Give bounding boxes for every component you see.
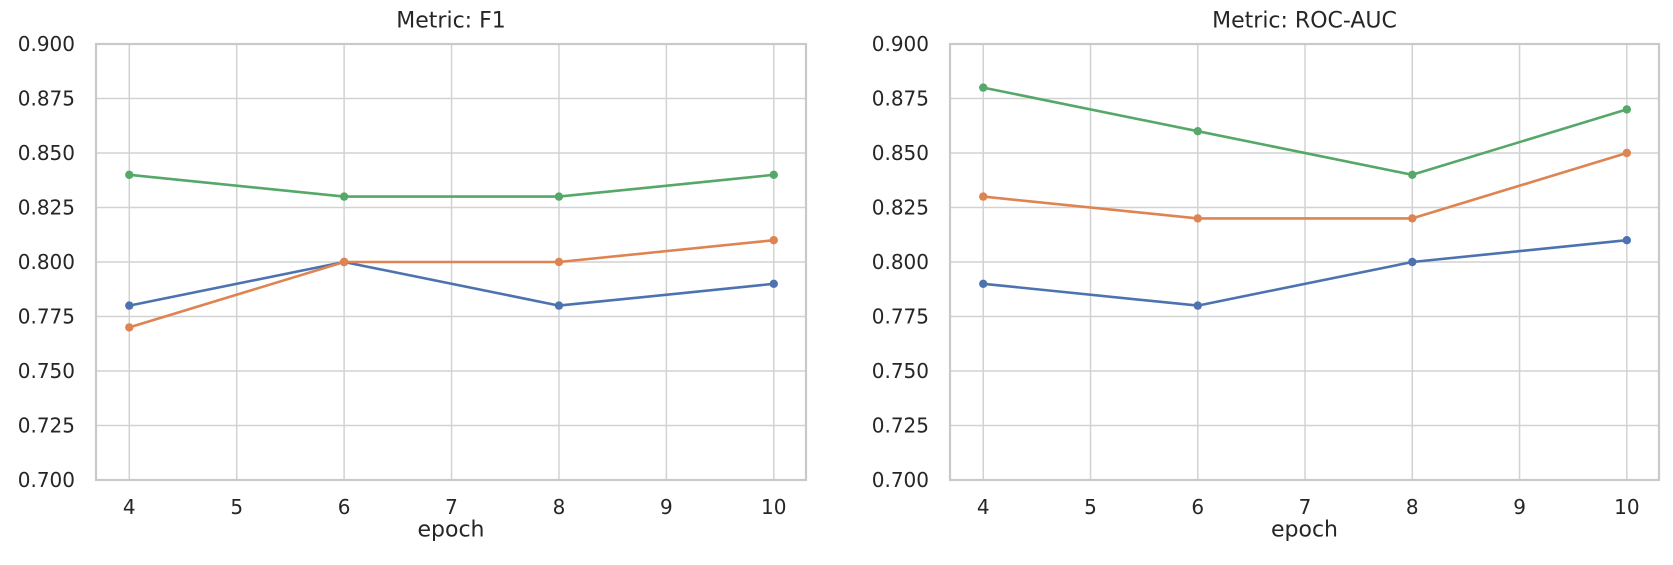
blue-series-line xyxy=(981,238,1629,307)
orange-series-marker xyxy=(979,192,988,201)
x-tick-label: 7 xyxy=(445,495,458,519)
plot-border xyxy=(948,42,1661,482)
green-series-marker xyxy=(979,83,988,92)
line-chart-f1: 0.700 0.725 0.750 0.775 0.800 0.825 0.850 0.875… xyxy=(18,9,808,543)
y-tick-label: 0.850 xyxy=(872,141,929,165)
green-series-marker xyxy=(769,170,778,179)
orange-series-marker xyxy=(1193,214,1202,223)
orange-series-marker xyxy=(125,323,134,332)
green-series-line xyxy=(981,86,1629,177)
x-tick-label: 4 xyxy=(123,495,136,519)
x-tick-label: 10 xyxy=(761,495,786,519)
blue-series-marker xyxy=(979,279,988,288)
chart-title: Metric: ROC-AUC xyxy=(1212,9,1397,34)
green-series-marker xyxy=(1622,105,1632,114)
y-tick-label: 0.825 xyxy=(872,196,929,220)
x-axis-label: epoch xyxy=(1271,518,1338,543)
plot-border xyxy=(94,42,808,482)
y-tick-label: 0.775 xyxy=(18,305,75,329)
x-tick-label: 5 xyxy=(230,495,243,519)
y-tick-label: 0.700 xyxy=(18,468,75,492)
orange-series-marker xyxy=(339,257,349,267)
x-tick-label: 6 xyxy=(338,495,351,519)
grid xyxy=(950,43,1659,481)
y-tick-label: 0.800 xyxy=(872,250,929,274)
x-axis-label: epoch xyxy=(418,518,485,543)
y-tick-label: 0.875 xyxy=(872,87,929,111)
orange-series-marker xyxy=(769,236,778,245)
blue-series-line xyxy=(127,260,776,307)
orange-series-marker xyxy=(1408,214,1417,223)
orange-series-marker xyxy=(1622,148,1632,158)
green-series-marker xyxy=(1193,127,1202,136)
y-tick-label: 0.775 xyxy=(872,305,929,329)
blue-series-marker xyxy=(554,301,564,310)
y-tick-label: 0.750 xyxy=(18,359,75,383)
y-tick-label: 0.725 xyxy=(18,414,75,438)
blue-series-marker xyxy=(125,301,134,310)
x-tick-label: 8 xyxy=(1406,495,1419,519)
x-tick-label: 8 xyxy=(553,495,566,519)
chart-title: Metric: F1 xyxy=(396,9,505,34)
y-tick-label: 0.800 xyxy=(18,250,75,274)
x-tick-label: 10 xyxy=(1614,495,1639,519)
x-tick-label: 7 xyxy=(1299,495,1312,519)
green-series-line xyxy=(127,173,776,198)
green-series-marker xyxy=(1408,170,1417,179)
blue-series-marker xyxy=(769,279,778,288)
blue-series-marker xyxy=(1408,257,1417,267)
y-tick-label: 0.750 xyxy=(872,359,929,383)
blue-series-marker xyxy=(1622,236,1632,245)
y-tick-label: 0.700 xyxy=(872,468,929,492)
y-tick-label: 0.725 xyxy=(872,414,929,438)
green-series-marker xyxy=(554,192,564,201)
grid xyxy=(96,43,806,481)
orange-series-line xyxy=(127,238,776,329)
orange-series-line xyxy=(981,151,1629,220)
y-tick-label: 0.900 xyxy=(18,32,75,56)
green-series-marker xyxy=(125,170,134,179)
y-tick-label: 0.850 xyxy=(18,141,75,165)
x-tick-label: 9 xyxy=(1513,495,1526,519)
green-series-marker xyxy=(339,192,349,201)
y-tick-label: 0.900 xyxy=(872,32,929,56)
x-tick-label: 9 xyxy=(660,495,673,519)
x-tick-label: 4 xyxy=(977,495,990,519)
x-tick-label: 5 xyxy=(1084,495,1097,519)
y-tick-label: 0.825 xyxy=(18,196,75,220)
orange-series-marker xyxy=(554,257,564,267)
line-chart-roc-auc: 0.700 0.725 0.750 0.775 0.800 0.825 0.850 0.875… xyxy=(872,9,1661,543)
x-tick-label: 6 xyxy=(1191,495,1204,519)
y-tick-label: 0.875 xyxy=(18,87,75,111)
blue-series-marker xyxy=(1193,301,1202,310)
